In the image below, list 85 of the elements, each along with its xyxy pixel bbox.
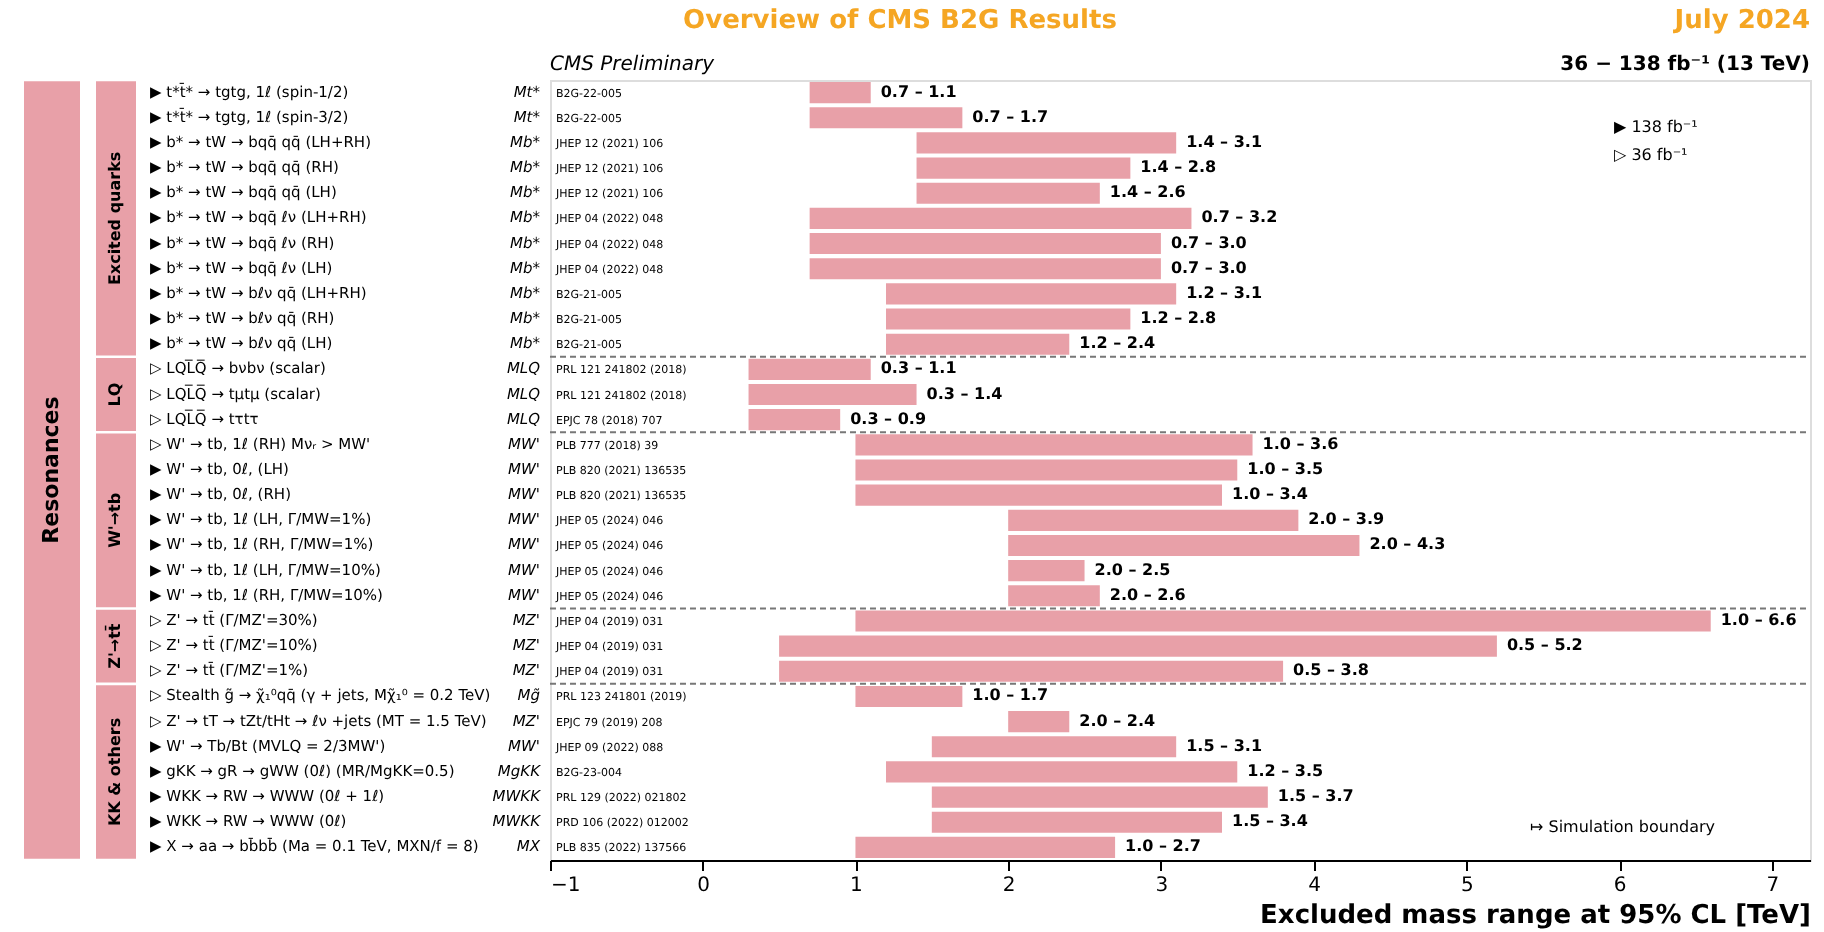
text: Excited quarks: [106, 151, 124, 286]
chart-title: Overview of CMS B2G Results: [683, 6, 1118, 36]
annotation: 1.0 – 2.7: [1125, 837, 1201, 856]
text: W'→tb: [106, 492, 124, 548]
bar: [855, 685, 963, 708]
annotation: 1.5 – 3.1: [1186, 736, 1263, 755]
annotation: 0.3 – 0.9: [850, 409, 927, 428]
bar: [855, 434, 1253, 456]
bar: [916, 182, 1100, 204]
text: Resonances: [38, 395, 64, 544]
bar: [1008, 509, 1299, 531]
bar: [931, 736, 1177, 758]
annotation: 0.7 – 3.2: [1201, 208, 1278, 227]
annotation: 1.5 – 3.4: [1232, 812, 1309, 831]
bar: [886, 761, 1238, 783]
bar: [886, 308, 1131, 330]
annotation: 1.0 – 3.6: [1262, 434, 1340, 453]
x-tick-label: 2: [1002, 875, 1016, 897]
x-tick-label: 6: [1613, 875, 1627, 897]
annotation: 1.5 – 3.7: [1277, 787, 1354, 806]
bar: [886, 333, 1070, 355]
bar: [931, 786, 1268, 808]
text: Z'→tt̄: [103, 623, 124, 669]
x-tick-label: −1: [551, 875, 581, 897]
bar: [886, 283, 1177, 305]
annotation: 0.7 – 1.7: [972, 107, 1049, 126]
annotation: 1.2 – 3.5: [1247, 761, 1324, 780]
annotation: 1.2 – 3.1: [1186, 283, 1263, 302]
bar: [779, 635, 1497, 657]
annotation: ▶ 138 fb⁻¹: [1614, 118, 1698, 136]
bar: [1008, 585, 1100, 607]
annotation: 1.4 – 2.6: [1109, 183, 1187, 202]
annotation: 0.7 – 1.1: [880, 82, 958, 101]
text: July 2024: [1672, 6, 1810, 36]
annotation: 1.0 – 3.4: [1232, 485, 1309, 504]
x-axis-title: Excluded mass range at 95% CL [TeV]: [1260, 901, 1811, 931]
annotation: 0.3 – 1.1: [880, 359, 958, 378]
annotation: 2.0 – 2.5: [1094, 560, 1172, 579]
bar: [855, 610, 1711, 632]
annotation: 0.5 – 5.2: [1506, 636, 1583, 655]
bar: [855, 459, 1238, 481]
bar: [855, 484, 1222, 506]
bar: [748, 409, 841, 431]
x-tick-label: 4: [1308, 875, 1322, 897]
text: LQ: [106, 382, 124, 407]
bar: [748, 358, 871, 380]
annotation: 2.0 – 2.4: [1079, 711, 1156, 730]
bar: [809, 107, 963, 129]
bar: [855, 836, 1116, 858]
bar: [1008, 560, 1085, 582]
annotation: ↦ Simulation boundary: [1530, 818, 1716, 836]
annotation: 1.2 – 2.8: [1140, 309, 1218, 328]
annotation: 0.3 – 1.4: [926, 384, 1004, 403]
text: KK & others: [106, 717, 124, 827]
bar: [779, 660, 1284, 682]
text: 36 − 138 fb⁻¹ (13 TeV): [1560, 54, 1810, 76]
x-tick-label: 3: [1155, 875, 1169, 897]
bar: [748, 383, 917, 406]
bar: [931, 811, 1222, 833]
annotation: 1.2 – 2.4: [1079, 334, 1156, 353]
annotation: ▷ 36 fb⁻¹: [1614, 146, 1688, 164]
annotation: 2.0 – 3.9: [1308, 510, 1386, 529]
annotation: 0.7 – 3.0: [1170, 258, 1248, 277]
bar: [1008, 711, 1070, 733]
bar: [1008, 534, 1360, 557]
annotation: 1.4 – 3.1: [1186, 132, 1263, 151]
annotation: 2.0 – 4.3: [1369, 535, 1446, 554]
annotation: 1.0 – 6.6: [1720, 610, 1798, 629]
bar: [809, 207, 1192, 229]
bar: [809, 82, 871, 104]
x-tick-label: 1: [850, 875, 863, 897]
bar: [809, 232, 1161, 255]
annotation: 1.0 – 3.5: [1247, 460, 1324, 478]
bar: [916, 132, 1177, 154]
annotation: 2.0 – 2.6: [1109, 585, 1187, 604]
annotation: 1.0 – 1.7: [972, 686, 1049, 705]
x-tick-label: 5: [1460, 875, 1474, 897]
bar: [809, 258, 1161, 280]
x-tick-label: 7: [1766, 875, 1780, 897]
bar: [916, 157, 1131, 179]
annotation: 0.5 – 3.8: [1293, 661, 1370, 680]
chart-subtitle: CMS Preliminary: [550, 54, 717, 76]
annotation: 0.7 – 3.0: [1170, 233, 1248, 252]
annotation: 1.4 – 2.8: [1140, 158, 1218, 177]
x-tick-label: 0: [697, 875, 711, 897]
